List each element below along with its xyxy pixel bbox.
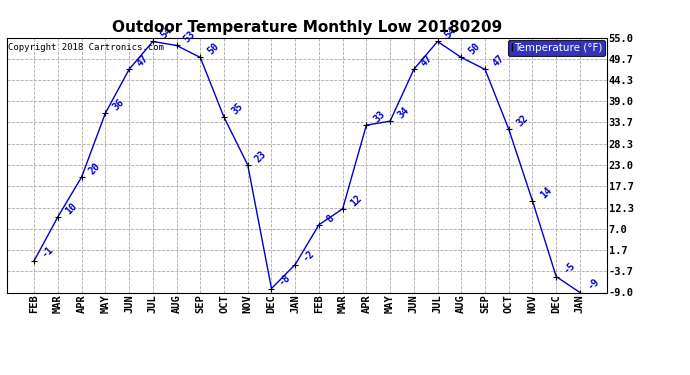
Text: 47: 47 xyxy=(135,53,150,69)
Text: 50: 50 xyxy=(467,41,482,57)
Text: 20: 20 xyxy=(87,161,103,176)
Text: -2: -2 xyxy=(301,249,316,264)
Text: 10: 10 xyxy=(63,201,79,216)
Text: 53: 53 xyxy=(182,29,197,45)
Text: -1: -1 xyxy=(40,244,55,260)
Text: 8: 8 xyxy=(324,213,336,224)
Text: -8: -8 xyxy=(277,272,293,288)
Title: Outdoor Temperature Monthly Low 20180209: Outdoor Temperature Monthly Low 20180209 xyxy=(112,20,502,35)
Text: -5: -5 xyxy=(562,260,577,276)
Text: -9: -9 xyxy=(586,276,601,292)
Text: 12: 12 xyxy=(348,193,364,208)
Legend: Temperature (°F): Temperature (°F) xyxy=(509,40,605,56)
Text: 14: 14 xyxy=(538,185,553,200)
Text: 47: 47 xyxy=(491,53,506,69)
Text: 32: 32 xyxy=(514,113,530,128)
Text: 36: 36 xyxy=(111,97,126,112)
Text: 34: 34 xyxy=(395,105,411,120)
Text: 33: 33 xyxy=(372,109,387,124)
Text: 23: 23 xyxy=(253,149,268,164)
Text: 50: 50 xyxy=(206,41,221,57)
Text: 47: 47 xyxy=(420,53,435,69)
Text: 54: 54 xyxy=(443,26,458,41)
Text: 35: 35 xyxy=(230,101,245,116)
Text: 54: 54 xyxy=(159,26,174,41)
Text: Copyright 2018 Cartronics.com: Copyright 2018 Cartronics.com xyxy=(8,43,164,52)
